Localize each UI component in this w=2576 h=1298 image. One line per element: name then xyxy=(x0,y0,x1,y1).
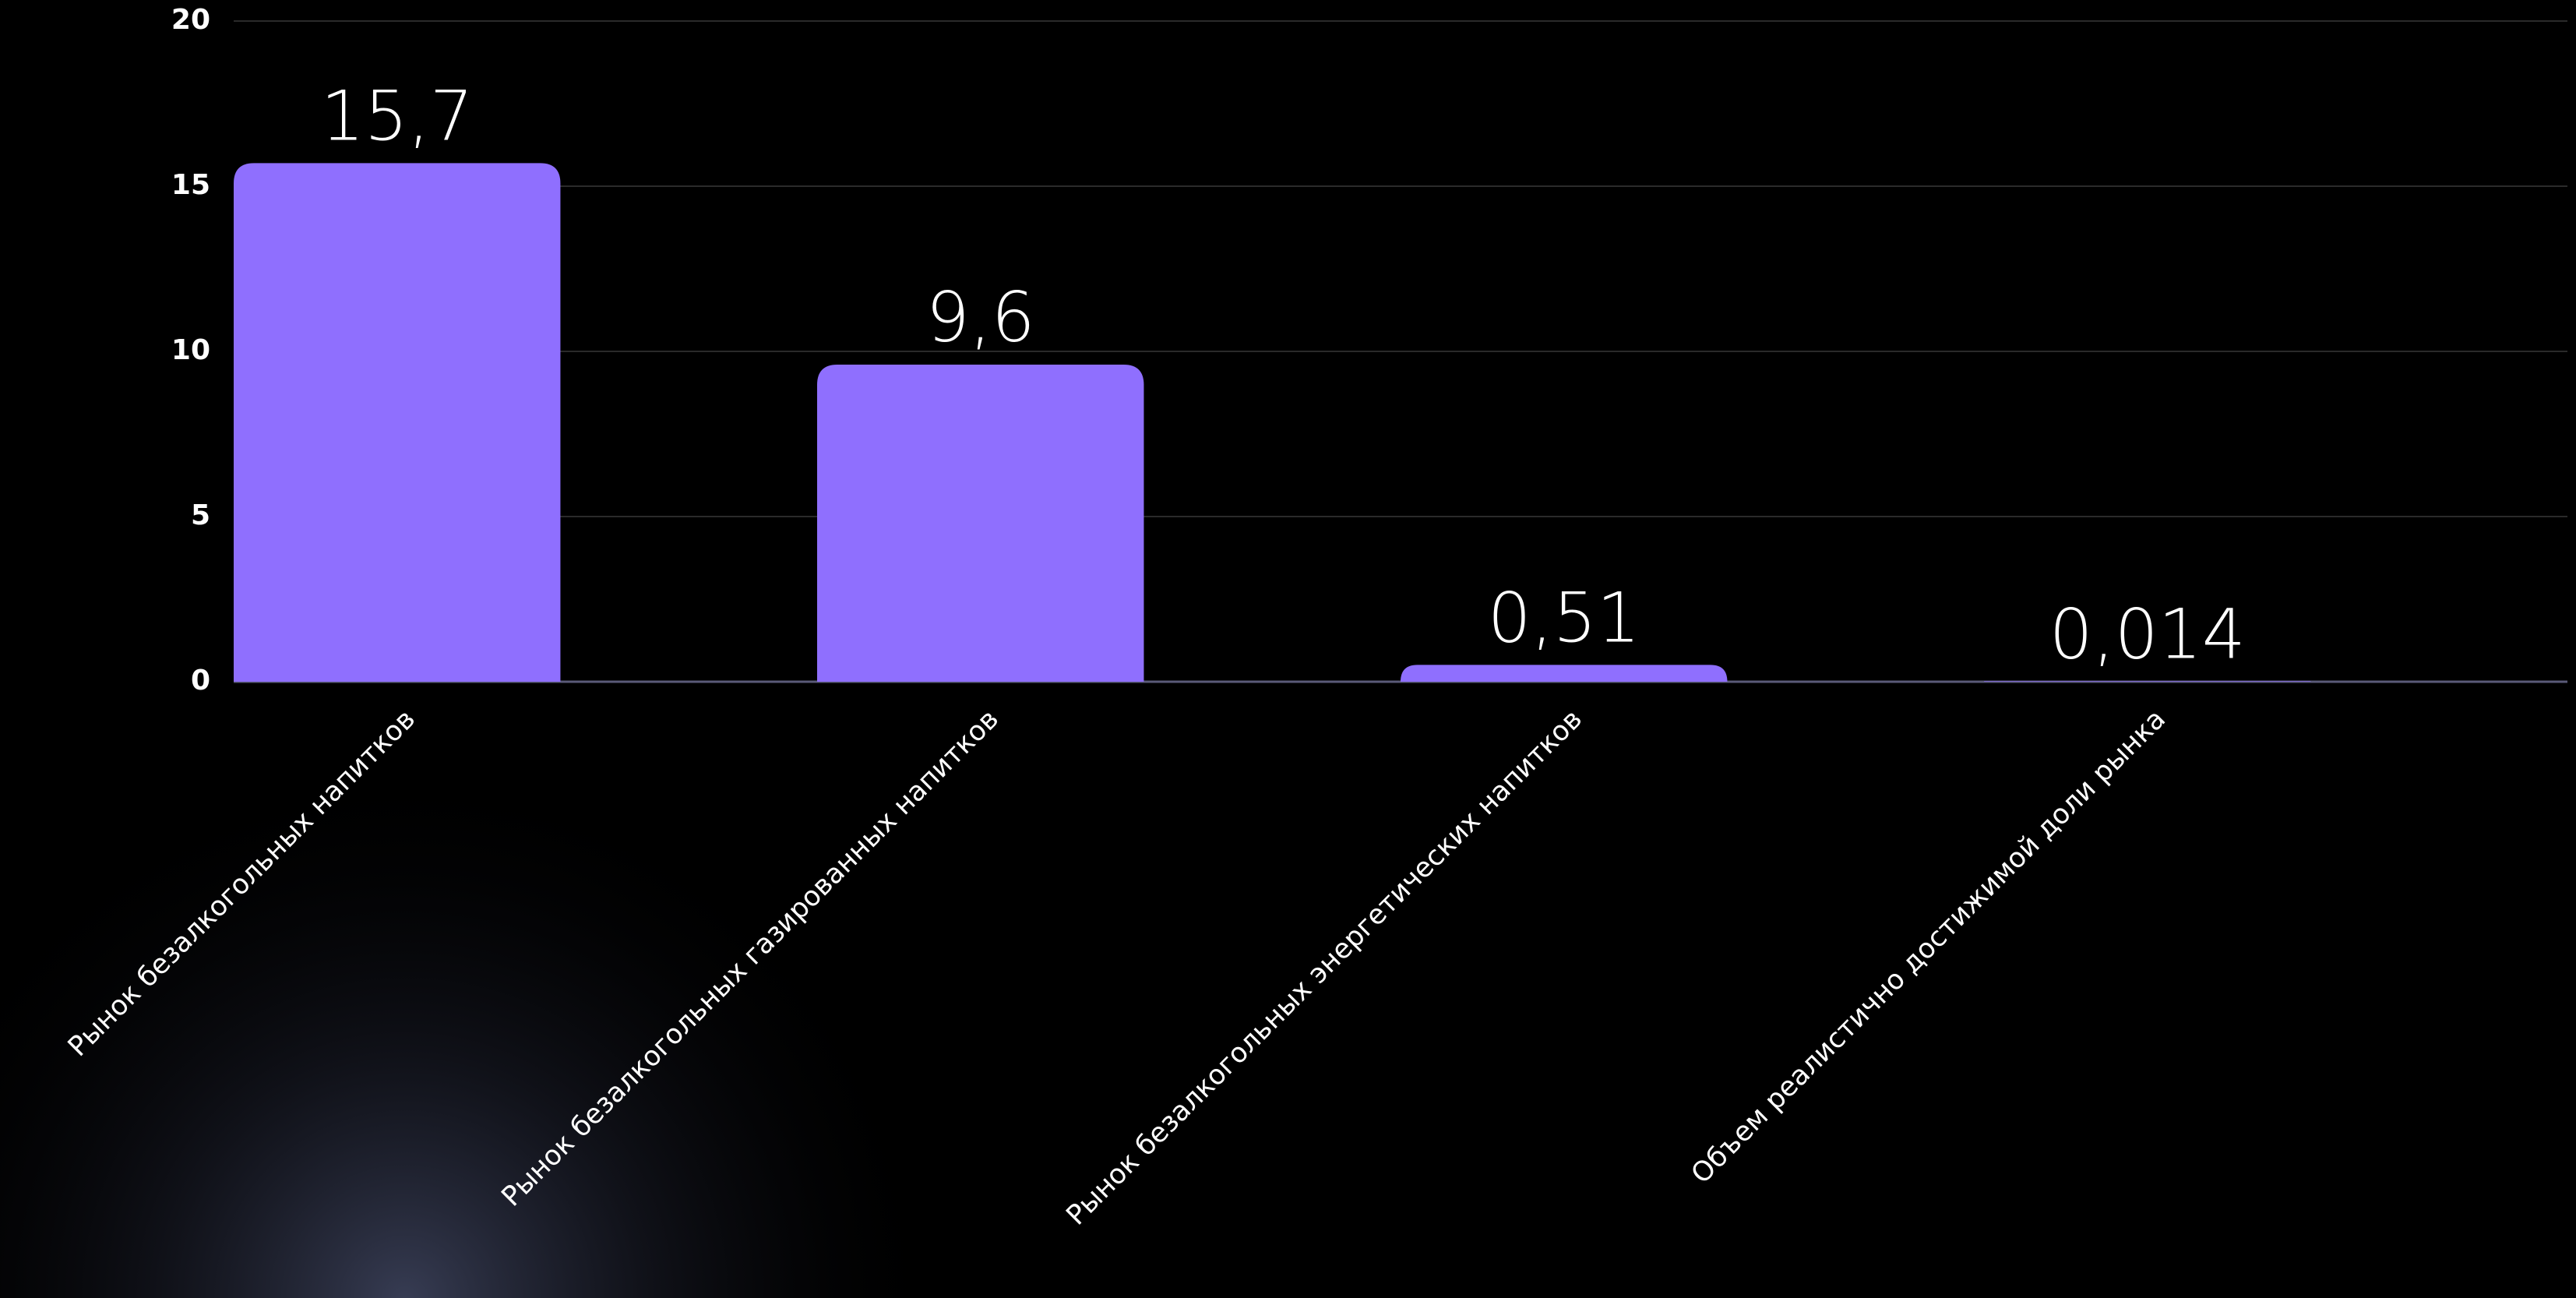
bar xyxy=(817,364,1144,682)
value-label: 0,014 xyxy=(2049,594,2246,674)
y-tick-label: 15 xyxy=(171,169,210,201)
y-tick-label: 5 xyxy=(191,499,210,531)
value-label: 15,7 xyxy=(321,76,474,156)
value-label: 9,6 xyxy=(926,277,1035,358)
value-label: 0,51 xyxy=(1488,577,1640,658)
bar xyxy=(1984,681,2311,682)
background-glow xyxy=(0,701,1091,1298)
bar xyxy=(1401,665,1728,682)
y-tick-label: 20 xyxy=(171,4,210,36)
bar xyxy=(234,163,561,682)
y-tick-label: 0 xyxy=(191,665,210,697)
y-tick-label: 10 xyxy=(171,334,210,366)
